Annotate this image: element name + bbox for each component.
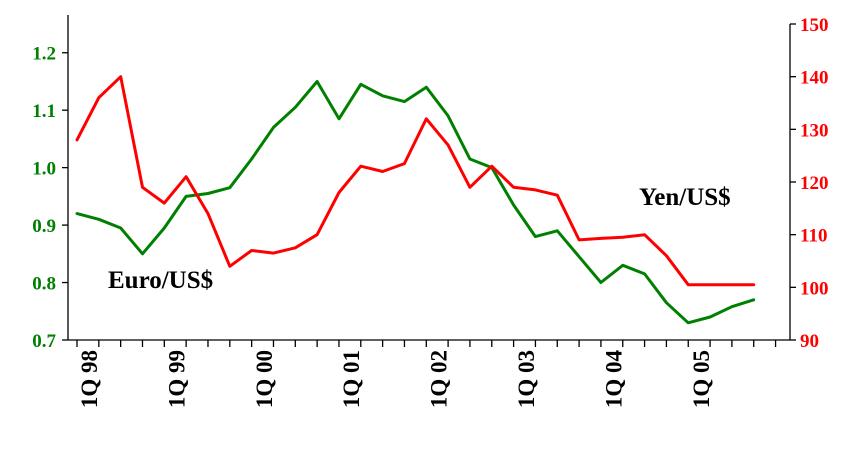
- x-tick-label: 1Q 05: [689, 350, 714, 408]
- left-tick-label: 0.8: [32, 274, 56, 295]
- yen-usd-line: [75, 75, 756, 287]
- x-tick-label: 1Q 99: [164, 350, 189, 408]
- tick-labels: 0.7 0.8 0.9 1.0 1.1 1.2 90 100 110 120 130 140 150 1Q…: [32, 15, 828, 408]
- right-tick-label: 100: [800, 278, 829, 299]
- left-tick-label: 1.0: [32, 159, 56, 180]
- euro-usd-line: [75, 80, 756, 325]
- right-tick-label: 110: [800, 226, 827, 247]
- right-tick-label: 130: [800, 120, 829, 141]
- x-tick-label: 1Q 98: [77, 350, 102, 408]
- series-lines: [75, 75, 756, 325]
- left-tick-label: 0.7: [32, 331, 56, 352]
- x-tick-label: 1Q 02: [427, 350, 452, 408]
- left-tick-label: 0.9: [32, 216, 56, 237]
- right-tick-label: 150: [800, 15, 829, 36]
- x-tick-label: 1Q 03: [514, 350, 539, 408]
- left-tick-label: 1.1: [32, 101, 56, 122]
- left-tick-label: 1.2: [32, 44, 56, 65]
- right-tick-label: 120: [800, 173, 829, 194]
- x-tick-label: 1Q 04: [601, 350, 626, 409]
- chart-axes: [62, 15, 796, 347]
- x-tick-label: 1Q 00: [252, 350, 277, 408]
- right-tick-label: 90: [800, 331, 819, 352]
- x-tick-label: 1Q 01: [339, 350, 364, 408]
- series-label-euro: Euro/US$: [108, 267, 213, 294]
- right-tick-label: 140: [800, 68, 829, 89]
- series-label-yen: Yen/US$: [639, 184, 731, 211]
